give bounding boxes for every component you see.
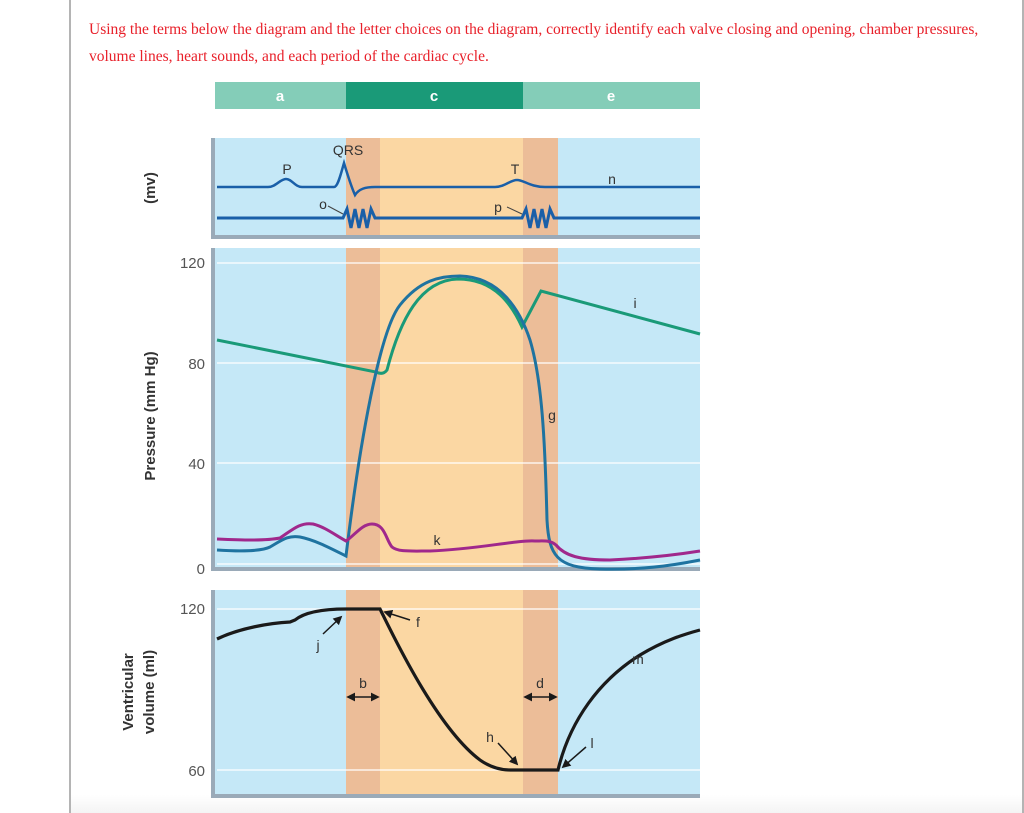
period-bar: a c e	[215, 82, 700, 109]
question-instruction: Using the terms below the diagram and th…	[89, 21, 979, 65]
volume-bg-diastole-right	[558, 590, 700, 795]
volume-axis-bottom	[211, 794, 700, 798]
heart-sound-trace	[217, 204, 700, 229]
volume-panel: 120 60 j f b d h l m Ventricular volume …	[120, 590, 701, 798]
aortic-pressure-line	[216, 277, 701, 375]
period-c-segment	[346, 82, 523, 109]
period-a-label: a	[276, 88, 285, 105]
ecg-axis-left	[211, 138, 215, 238]
volume-label-f: f	[416, 614, 420, 630]
atrial-pressure-label-k: k	[434, 532, 442, 548]
f-arrow	[383, 609, 411, 621]
page-left-border	[69, 0, 71, 813]
p-leader-line	[506, 206, 523, 215]
heart-sound-label-p: p	[494, 199, 502, 215]
volume-bg-isovolumetric-relaxation	[523, 590, 558, 795]
volume-axis-left	[211, 590, 215, 797]
l-arrow	[561, 746, 587, 769]
ecg-trace	[217, 158, 700, 198]
o-leader-line	[327, 205, 344, 215]
period-e-segment	[523, 82, 700, 109]
volume-bg-diastole-left	[215, 590, 346, 795]
ecg-wave-qrs-label: QRS	[333, 142, 363, 158]
j-arrow	[322, 615, 343, 635]
volume-label-b: b	[359, 675, 367, 691]
volume-bg-isovolumetric-contraction	[346, 590, 380, 795]
pressure-tick-40: 40	[188, 456, 205, 473]
period-a-segment	[215, 82, 346, 109]
h-arrow	[497, 742, 519, 766]
pressure-bg-diastole-right	[558, 248, 700, 568]
volume-tick-60: 60	[188, 763, 205, 780]
ventricular-pressure-line	[216, 274, 701, 571]
pressure-tick-120: 120	[180, 255, 205, 272]
pressure-axis-bottom	[211, 567, 700, 571]
atrial-pressure-line	[216, 522, 701, 562]
volume-tick-120: 120	[180, 601, 205, 618]
period-e-label: e	[607, 88, 615, 105]
ecg-axis-label: (mv)	[142, 172, 159, 204]
ventricular-volume-line	[216, 607, 701, 772]
period-c-label: c	[430, 88, 438, 105]
volume-label-l: l	[590, 735, 593, 751]
volume-label-h: h	[486, 729, 494, 745]
volume-bg-ejection	[380, 590, 523, 795]
ecg-axis-bottom	[211, 235, 700, 239]
page-bottom-fade	[71, 795, 1022, 813]
ecg-wave-p-label: P	[282, 161, 291, 177]
pressure-panel: 120 80 40 0 i g k Pressure (mm Hg)	[142, 248, 701, 578]
pressure-tick-80: 80	[188, 356, 205, 373]
pressure-bg-diastole-left	[215, 248, 346, 568]
volume-axis-label-line1: Ventricular	[120, 653, 137, 731]
ventricular-pressure-label-g: g	[548, 407, 556, 423]
pressure-axis-label: Pressure (mm Hg)	[142, 351, 159, 480]
pressure-axis-left	[211, 248, 215, 570]
ecg-label-n: n	[608, 171, 616, 187]
volume-label-d: d	[536, 675, 544, 691]
volume-label-j: j	[315, 637, 319, 653]
ecg-panel: P QRS T n o p (mv)	[142, 138, 700, 239]
pressure-tick-0: 0	[197, 561, 205, 578]
volume-axis-label-line2: volume (ml)	[141, 650, 158, 734]
aortic-pressure-label-i: i	[633, 295, 636, 311]
volume-label-m: m	[632, 651, 644, 667]
ecg-wave-t-label: T	[511, 161, 520, 177]
heart-sound-label-o: o	[319, 196, 327, 212]
page-right-border	[1022, 0, 1024, 813]
